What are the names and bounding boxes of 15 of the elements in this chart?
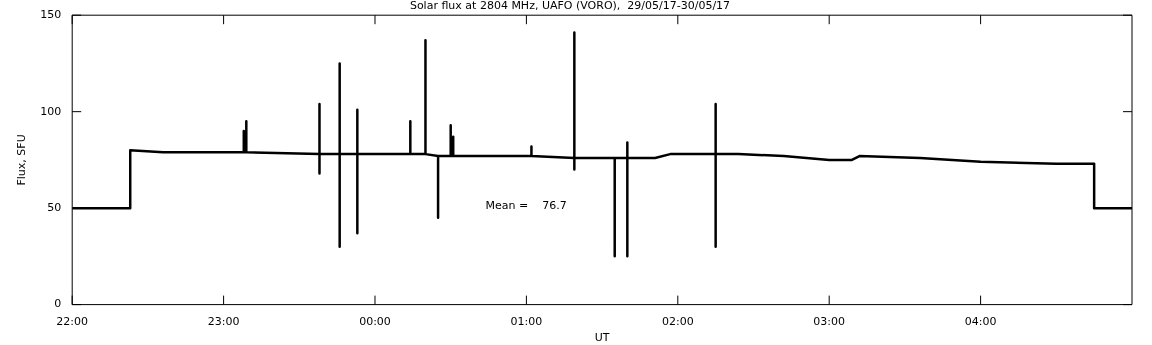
x-tick-label: 02:00 <box>661 315 694 329</box>
annotation: Mean = 76.7 <box>485 199 567 213</box>
x-tick-label: 01:00 <box>510 315 543 329</box>
y-tick-label: 150 <box>40 8 62 22</box>
y-tick-label: 0 <box>54 297 62 311</box>
x-tick-label: 22:00 <box>56 315 89 329</box>
chart-title: Solar flux at 2804 MHz, UAFO (VORO), 29/05/17-30/05/17 <box>409 0 731 13</box>
x-tick-label: 00:00 <box>359 315 391 329</box>
y-axis-title: Flux, SFU <box>15 134 29 186</box>
x-tick-label: 23:00 <box>207 315 240 329</box>
y-tick-label: 100 <box>40 104 62 118</box>
x-axis-title: UT <box>594 331 610 345</box>
x-tick-label: 03:00 <box>813 315 846 329</box>
y-tick-label: 50 <box>47 200 62 214</box>
x-tick-label: 04:00 <box>964 315 997 329</box>
